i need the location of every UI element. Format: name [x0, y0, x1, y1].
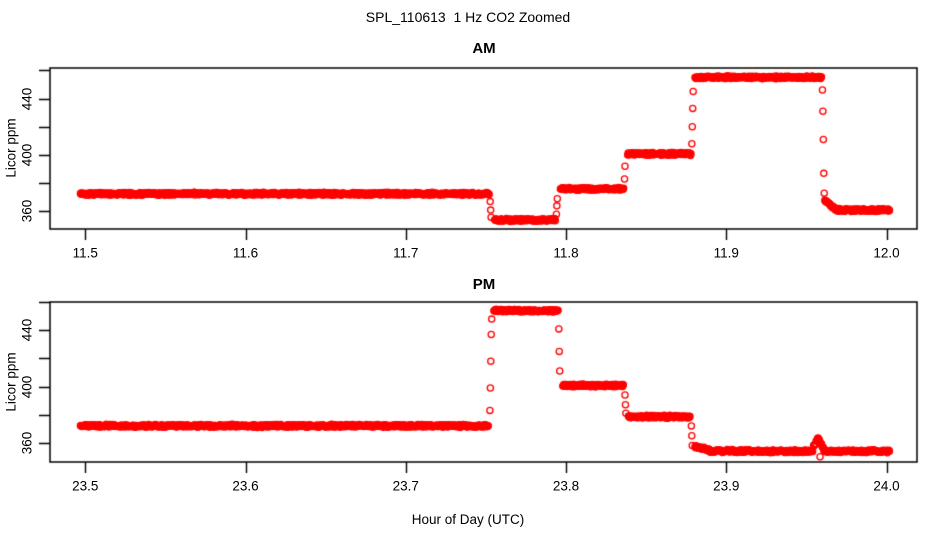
am-y-axis-label: Licor ppm — [3, 118, 19, 178]
pm-panel-title: PM — [472, 276, 496, 293]
am-panel-title: AM — [472, 40, 496, 57]
x-tick-label: 23.9 — [713, 478, 740, 494]
x-tick-label: 23.7 — [392, 478, 419, 494]
x-tick-label: 23.5 — [72, 478, 99, 494]
chart-title: SPL_110613 1 Hz CO2 Zoomed — [365, 9, 571, 25]
y-tick-label: 440 — [19, 319, 35, 342]
y-tick-label: 440 — [19, 87, 35, 110]
x-tick-label: 24.0 — [873, 478, 900, 494]
y-tick-label: 360 — [19, 431, 35, 454]
y-tick-label: 400 — [19, 375, 35, 398]
pm-y-axis-label: Licor ppm — [3, 352, 19, 412]
x-tick-label: 23.6 — [232, 478, 259, 494]
x-axis-label: Hour of Day (UTC) — [411, 512, 525, 527]
y-tick-label: 400 — [19, 143, 35, 167]
x-tick-label: 11.9 — [713, 245, 739, 261]
x-tick-label: 23.8 — [552, 478, 580, 494]
y-tick-label: 360 — [19, 200, 35, 223]
x-tick-label: 11.8 — [553, 245, 579, 261]
x-tick-label: 11.5 — [72, 245, 98, 261]
x-tick-label: 11.6 — [232, 245, 259, 261]
x-tick-label: 12.0 — [873, 245, 900, 261]
x-tick-label: 11.7 — [393, 245, 419, 261]
